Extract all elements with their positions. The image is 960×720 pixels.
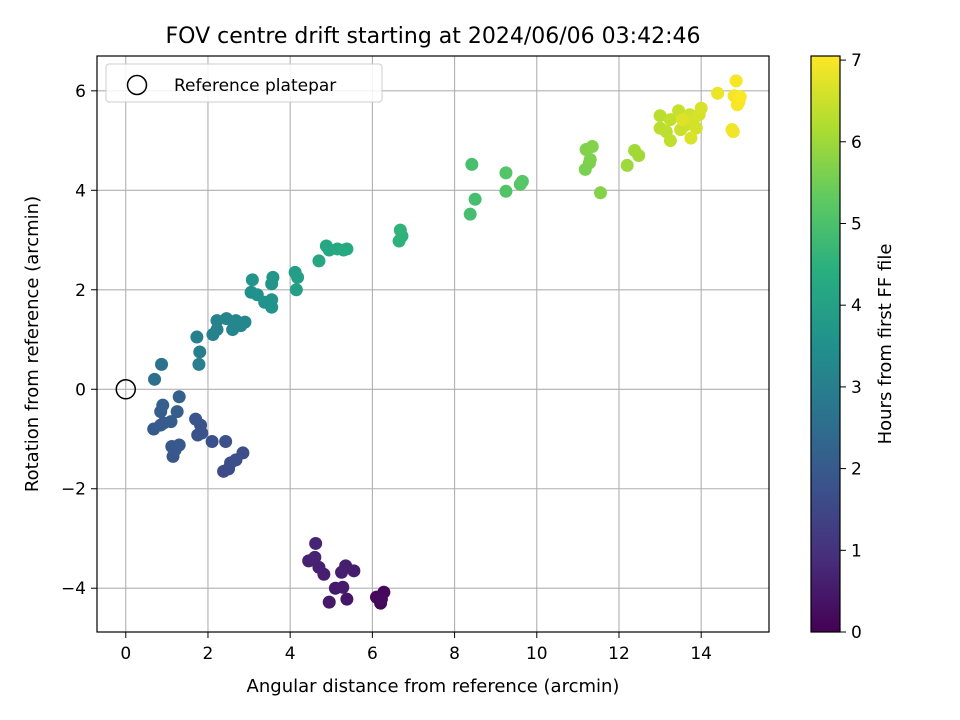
scatter-point <box>336 580 350 594</box>
colorbar-tick-label: 3 <box>851 378 862 398</box>
scatter-point <box>468 192 482 206</box>
scatter-point <box>340 242 354 256</box>
legend: Reference platepar <box>105 63 383 103</box>
y-axis-ticks: −4 −2 0 2 4 6 <box>61 82 97 599</box>
plot-area <box>96 55 770 633</box>
scatter-point <box>374 592 388 606</box>
scatter-point <box>499 166 513 180</box>
scatter-point <box>205 434 219 448</box>
scatter-point <box>499 184 513 198</box>
scatter-point <box>593 186 607 200</box>
y-axis-label: Rotation from reference (arcmin) <box>22 196 43 492</box>
scatter-point <box>620 158 634 172</box>
scatter-point <box>726 125 740 139</box>
scatter-point <box>515 174 529 188</box>
colorbar-tick-label: 0 <box>851 623 862 643</box>
scatter-point <box>291 270 305 284</box>
scatter-point <box>463 207 477 221</box>
x-tick-label: 0 <box>120 644 131 664</box>
y-tick-label: 2 <box>75 281 86 301</box>
legend-label: Reference platepar <box>174 76 336 96</box>
scatter-point <box>266 270 280 284</box>
x-tick-label: 10 <box>526 644 548 664</box>
scatter-point <box>694 101 708 115</box>
reference-point-marker <box>115 379 137 400</box>
scatter-point <box>653 109 667 123</box>
colorbar-tick-label: 6 <box>851 133 862 153</box>
x-tick-label: 2 <box>203 644 214 664</box>
scatter-point <box>238 315 252 329</box>
scatter-point <box>210 323 224 337</box>
scatter-point <box>663 113 677 127</box>
colorbar-gradient <box>811 56 840 632</box>
scatter-point <box>308 550 322 564</box>
scatter-point <box>632 148 646 162</box>
y-tick-label: 0 <box>75 380 86 400</box>
scatter-point <box>711 86 725 100</box>
scatter-point <box>148 372 162 386</box>
colorbar-tick-label: 7 <box>851 51 862 71</box>
colorbar-tick-label: 4 <box>851 296 862 316</box>
scatter-point <box>340 592 354 606</box>
legend-marker-icon <box>126 74 148 96</box>
scatter-point <box>164 415 178 429</box>
x-tick-label: 4 <box>285 644 296 664</box>
colorbar-tick-label: 5 <box>851 214 862 234</box>
x-tick-label: 8 <box>449 644 460 664</box>
scatter-point <box>172 438 186 452</box>
scatter-point <box>245 273 259 287</box>
y-tick-label: 6 <box>75 82 86 102</box>
scatter-point <box>322 595 336 609</box>
scatter-point <box>289 283 303 297</box>
scatter-point <box>393 223 407 237</box>
scatter-point <box>583 152 597 166</box>
scatter-point <box>189 412 203 426</box>
scatter-point <box>193 345 207 359</box>
y-tick-label: 4 <box>75 181 86 201</box>
x-axis-label: Angular distance from reference (arcmin) <box>247 676 620 697</box>
x-tick-label: 12 <box>608 644 630 664</box>
plot-frame <box>96 55 770 633</box>
grid <box>97 56 769 632</box>
scatter-point <box>312 254 326 268</box>
scatter-point <box>156 398 170 412</box>
scatter-point <box>172 390 186 404</box>
y-tick-label: −2 <box>61 480 86 500</box>
scatter-point <box>663 134 677 148</box>
colorbar-tick-label: 1 <box>851 541 862 561</box>
scatter-point <box>170 405 184 419</box>
colorbar-tick-label: 2 <box>851 460 862 480</box>
chart-title: FOV centre drift starting at 2024/06/06 … <box>166 24 701 49</box>
scatter-point <box>585 140 599 154</box>
x-tick-label: 14 <box>690 644 712 664</box>
colorbar-frame <box>810 55 841 633</box>
colorbar-ticks: 0 1 2 3 4 5 6 7 <box>840 51 862 643</box>
scatter-point <box>684 131 698 145</box>
scatter-points <box>147 74 747 610</box>
scatter-point <box>309 536 323 550</box>
scatter-point <box>192 357 206 371</box>
x-axis-ticks: 0 2 4 6 8 10 12 14 <box>120 632 712 664</box>
legend-box <box>105 63 383 103</box>
y-tick-label: −4 <box>61 579 86 599</box>
scatter-point <box>265 293 279 307</box>
scatter-point <box>465 157 479 171</box>
scatter-point <box>676 113 690 127</box>
x-tick-label: 6 <box>367 644 378 664</box>
scatter-point <box>155 357 169 371</box>
scatter-point <box>729 74 743 88</box>
scatter-point <box>236 446 250 460</box>
scatter-point <box>335 565 349 579</box>
colorbar-label: Hours from first FF file <box>875 244 896 445</box>
scatter-point <box>219 434 233 448</box>
scatter-point <box>190 330 204 344</box>
colorbar: 0 1 2 3 4 5 6 7 Hours from first FF file <box>810 51 896 643</box>
scatter-point <box>689 121 703 135</box>
scatter-point <box>733 90 747 104</box>
scatter-point <box>312 560 326 574</box>
